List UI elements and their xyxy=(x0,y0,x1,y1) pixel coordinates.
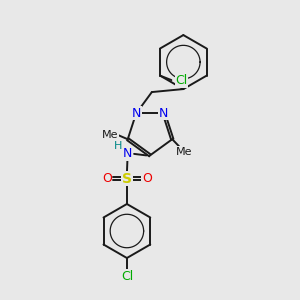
Text: N: N xyxy=(132,106,141,120)
Text: O: O xyxy=(142,172,152,185)
Text: S: S xyxy=(122,172,132,185)
Text: H: H xyxy=(114,140,122,151)
Text: Me: Me xyxy=(176,147,193,157)
Text: O: O xyxy=(102,172,112,185)
Text: N: N xyxy=(159,106,168,120)
Text: N: N xyxy=(123,147,132,161)
Text: Cl: Cl xyxy=(121,270,133,283)
Text: Cl: Cl xyxy=(176,74,188,88)
Text: Me: Me xyxy=(101,130,118,140)
